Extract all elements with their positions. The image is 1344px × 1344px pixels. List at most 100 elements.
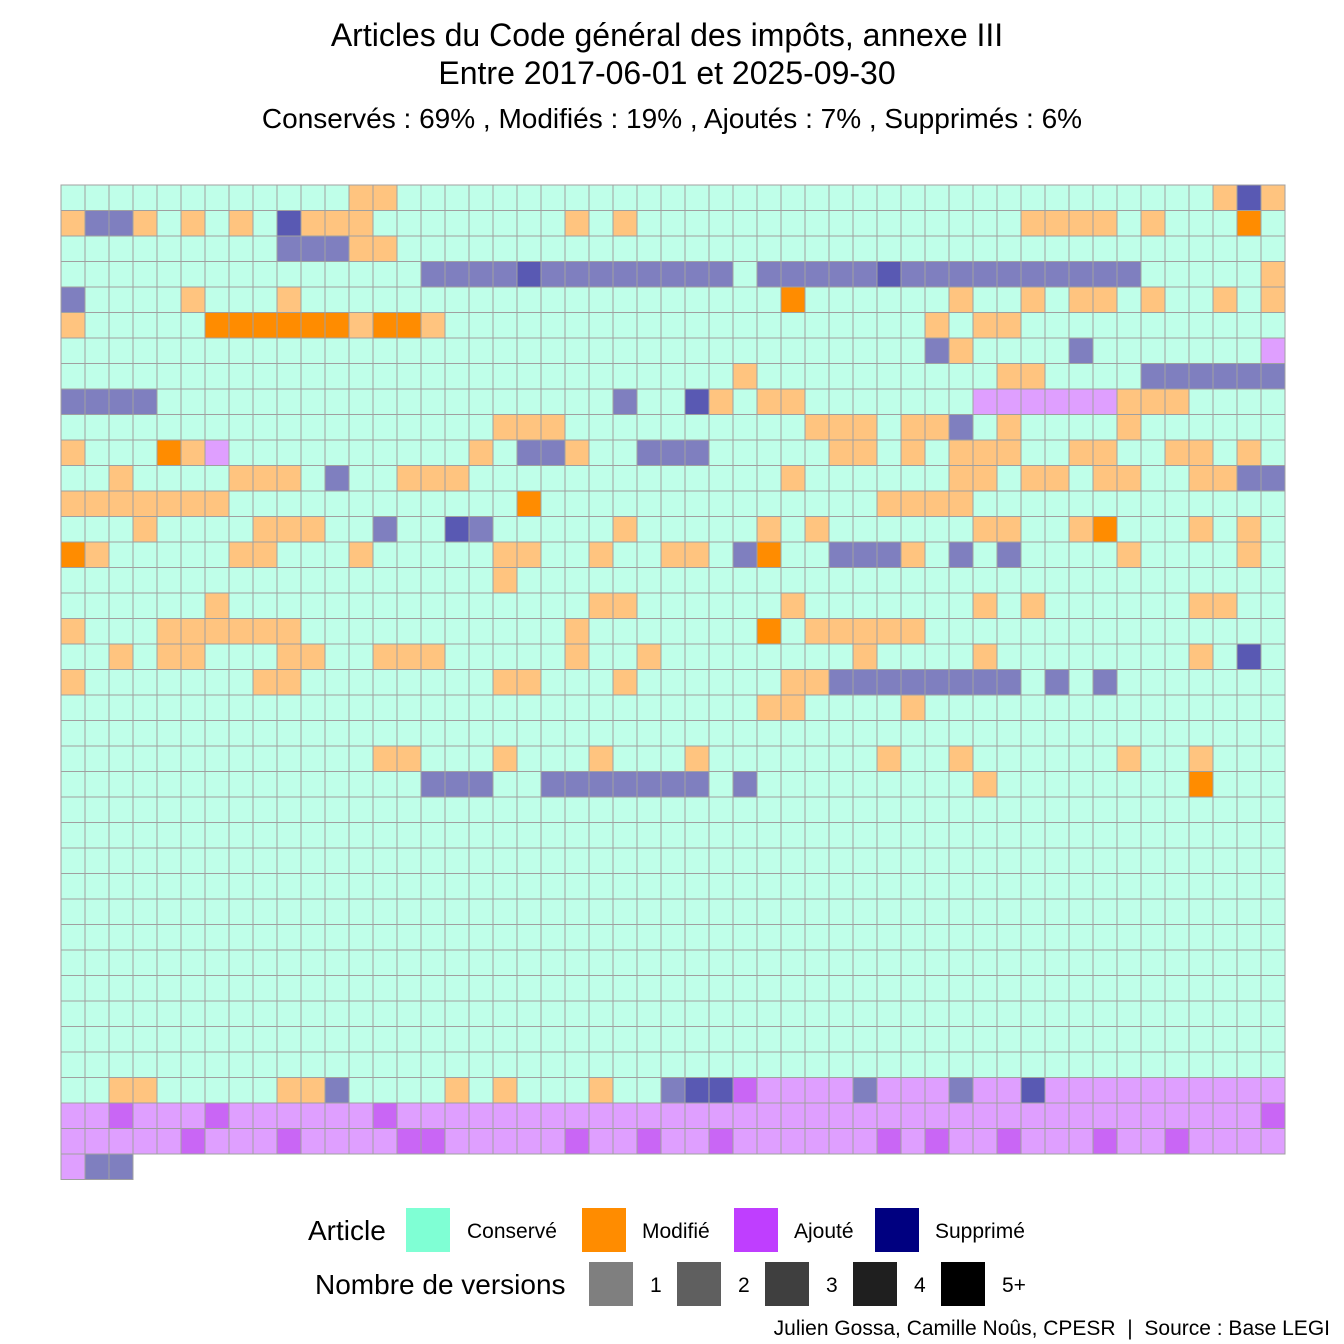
heatmap-cell	[468, 924, 494, 951]
heatmap-cell	[1236, 261, 1262, 288]
heatmap-cell	[156, 643, 182, 670]
heatmap-cell	[588, 1051, 614, 1078]
heatmap-cell	[132, 618, 158, 645]
heatmap-cell	[636, 516, 662, 543]
heatmap-cell	[708, 796, 734, 823]
heatmap-cell	[684, 694, 710, 721]
heatmap-cell	[732, 567, 758, 594]
heatmap-cell	[156, 822, 182, 849]
heatmap-cell	[996, 337, 1022, 364]
heatmap-cell	[1140, 490, 1166, 517]
heatmap-cell	[1188, 822, 1214, 849]
heatmap-cell	[660, 286, 686, 313]
heatmap-cell	[348, 541, 374, 568]
heatmap-cell	[156, 210, 182, 237]
heatmap-cell	[372, 439, 398, 466]
heatmap-cell	[804, 1051, 830, 1078]
heatmap-cell	[708, 1000, 734, 1027]
heatmap-cell	[372, 567, 398, 594]
heatmap-cell	[1044, 796, 1070, 823]
heatmap-cell	[876, 388, 902, 415]
heatmap-cell	[924, 184, 950, 211]
heatmap-cell	[948, 312, 974, 339]
heatmap-cell	[516, 516, 542, 543]
heatmap-cell	[972, 1000, 998, 1027]
heatmap-cell	[660, 822, 686, 849]
heatmap-cell	[708, 337, 734, 364]
heatmap-cell	[60, 745, 86, 772]
heatmap-cell	[516, 1026, 542, 1053]
heatmap-cell	[804, 439, 830, 466]
heatmap-cell	[684, 388, 710, 415]
heatmap-cell	[708, 235, 734, 262]
heatmap-cell	[708, 541, 734, 568]
heatmap-cell	[876, 465, 902, 492]
heatmap-cell	[996, 286, 1022, 313]
heatmap-cell	[948, 388, 974, 415]
heatmap-cell	[156, 363, 182, 390]
heatmap-cell	[948, 1051, 974, 1078]
heatmap-cell	[372, 822, 398, 849]
heatmap-cell	[900, 975, 926, 1002]
heatmap-cell	[420, 439, 446, 466]
heatmap-cell	[444, 414, 470, 441]
heatmap-cell	[300, 516, 326, 543]
heatmap-cell	[1140, 694, 1166, 721]
heatmap-cell	[1116, 312, 1142, 339]
heatmap-cell	[660, 1128, 686, 1155]
heatmap-cell	[540, 1102, 566, 1129]
heatmap-cell	[828, 235, 854, 262]
heatmap-cell	[516, 643, 542, 670]
heatmap-cell	[1068, 439, 1094, 466]
heatmap-cell	[1140, 822, 1166, 849]
heatmap-cell	[948, 720, 974, 747]
heatmap-cell	[876, 949, 902, 976]
heatmap-cell	[924, 898, 950, 925]
heatmap-cell	[732, 771, 758, 798]
heatmap-cell	[1140, 337, 1166, 364]
heatmap-cell	[132, 898, 158, 925]
heatmap-cell	[924, 363, 950, 390]
heatmap-cell	[156, 975, 182, 1002]
heatmap-cell	[732, 1026, 758, 1053]
heatmap-cell	[276, 414, 302, 441]
heatmap-cell	[60, 720, 86, 747]
heatmap-cell	[276, 490, 302, 517]
heatmap-cell	[852, 235, 878, 262]
heatmap-cell	[1020, 337, 1046, 364]
heatmap-cell	[1164, 592, 1190, 619]
heatmap-cell	[684, 745, 710, 772]
heatmap-cell	[468, 720, 494, 747]
heatmap-cell	[660, 337, 686, 364]
heatmap-cell	[1164, 1128, 1190, 1155]
heatmap-cell	[300, 1077, 326, 1104]
heatmap-cell	[924, 388, 950, 415]
heatmap-cell	[756, 261, 782, 288]
heatmap-cell	[1140, 388, 1166, 415]
heatmap-cell	[660, 873, 686, 900]
heatmap-cell	[780, 210, 806, 237]
heatmap-cell	[588, 312, 614, 339]
heatmap-cell	[636, 847, 662, 874]
heatmap-cell	[1236, 541, 1262, 568]
heatmap-cell	[1236, 720, 1262, 747]
heatmap-cell	[996, 720, 1022, 747]
heatmap-cell	[1020, 1051, 1046, 1078]
heatmap-cell	[300, 210, 326, 237]
heatmap-cell	[516, 235, 542, 262]
heatmap-cell	[972, 694, 998, 721]
heatmap-cell	[1092, 771, 1118, 798]
heatmap-cell	[852, 388, 878, 415]
heatmap-cell	[156, 847, 182, 874]
legend-key-modifie	[582, 1208, 626, 1252]
heatmap-cell	[1212, 1077, 1238, 1104]
heatmap-cell	[900, 771, 926, 798]
heatmap-cell	[420, 363, 446, 390]
heatmap-cell	[900, 312, 926, 339]
heatmap-cell	[516, 720, 542, 747]
heatmap-cell	[612, 465, 638, 492]
heatmap-cell	[1188, 898, 1214, 925]
heatmap-cell	[804, 898, 830, 925]
heatmap-cell	[60, 1102, 86, 1129]
heatmap-cell	[900, 465, 926, 492]
